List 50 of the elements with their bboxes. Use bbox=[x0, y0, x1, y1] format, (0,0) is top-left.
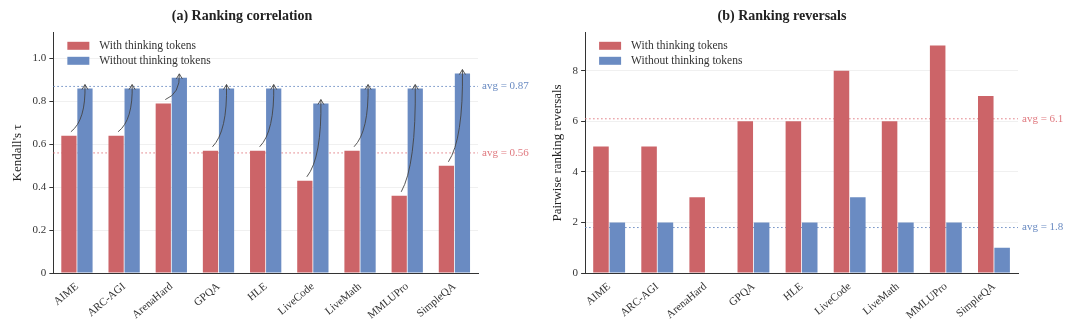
bar bbox=[929, 45, 946, 273]
bar bbox=[833, 70, 850, 273]
x-tick-label: HLE bbox=[780, 279, 805, 303]
bar bbox=[438, 165, 455, 273]
bar bbox=[689, 197, 705, 273]
legend-label: With thinking tokens bbox=[631, 38, 729, 52]
y-tick-label: 0.2 bbox=[32, 223, 47, 236]
bar bbox=[202, 150, 219, 273]
bar bbox=[124, 88, 140, 273]
ref-line-label: avg = 0.56 bbox=[482, 145, 530, 158]
bar bbox=[391, 195, 407, 273]
y-axis-title: Pairwise ranking reversals bbox=[549, 84, 565, 222]
legend-label: Without thinking tokens bbox=[631, 53, 743, 67]
ref-line-label: avg = 6.1 bbox=[1022, 111, 1064, 124]
legend-label: With thinking tokens bbox=[99, 38, 197, 52]
legend-label: Without thinking tokens bbox=[99, 53, 212, 67]
y-tick-label: 0 bbox=[40, 265, 47, 278]
bar bbox=[360, 88, 376, 273]
y-tick-label: 1.0 bbox=[32, 51, 47, 64]
y-tick-label: 6 bbox=[572, 114, 579, 127]
ref-line-label: avg = 1.8 bbox=[1022, 220, 1064, 233]
bar bbox=[407, 88, 423, 273]
bar bbox=[155, 103, 171, 273]
bar bbox=[978, 96, 994, 273]
chart-title: (a) Ranking correlation bbox=[171, 8, 313, 25]
y-tick-label: 0.8 bbox=[32, 94, 47, 107]
bar bbox=[108, 135, 124, 273]
y-tick-label: 0.6 bbox=[32, 137, 47, 150]
bar bbox=[994, 247, 1010, 273]
bar bbox=[250, 150, 266, 273]
y-tick-label: 4 bbox=[572, 164, 579, 177]
ref-line-label: avg = 0.87 bbox=[482, 79, 530, 92]
bar bbox=[266, 88, 282, 273]
bar bbox=[641, 146, 657, 273]
chart-title: (b) Ranking reversals bbox=[717, 8, 847, 25]
bar bbox=[785, 121, 802, 273]
y-tick-label: 8 bbox=[572, 63, 579, 76]
bar bbox=[313, 103, 329, 273]
bar bbox=[344, 150, 360, 273]
y-tick-label: 0.4 bbox=[32, 180, 47, 193]
bar bbox=[881, 121, 898, 273]
bar bbox=[77, 88, 93, 273]
bar bbox=[218, 88, 235, 273]
bar bbox=[297, 180, 313, 273]
bar bbox=[593, 146, 609, 273]
bar bbox=[737, 121, 754, 273]
bar bbox=[61, 135, 77, 273]
y-tick-label: 0 bbox=[572, 265, 579, 278]
y-tick-label: 2 bbox=[572, 215, 579, 228]
y-axis-title: Kendall's τ bbox=[9, 124, 25, 182]
